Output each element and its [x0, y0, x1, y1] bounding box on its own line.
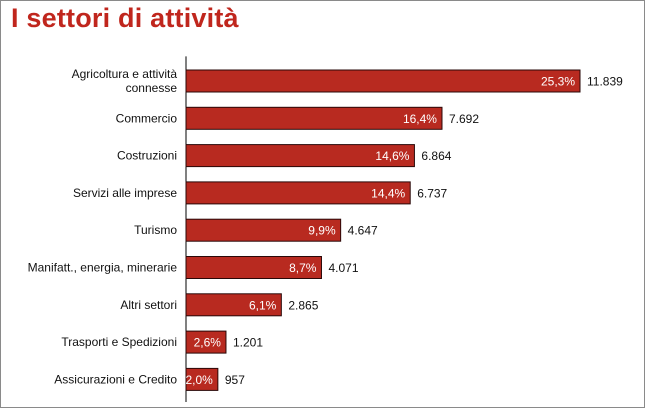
percent-label: 14,4% — [371, 186, 405, 200]
value-label: 2.865 — [288, 298, 318, 312]
percent-label: 9,9% — [308, 224, 336, 238]
category-label-line: Commercio — [116, 111, 178, 125]
bar — [185, 293, 282, 317]
category-label: Trasporti e Spedizioni — [61, 335, 177, 349]
bar — [185, 69, 581, 93]
bar — [185, 330, 227, 354]
category-label-line: Manifatt., energia, minerarie — [28, 261, 178, 275]
value-label: 11.839 — [587, 75, 623, 89]
percent-label: 16,4% — [403, 112, 437, 126]
category-label: Agricoltura e attività connesse — [72, 67, 178, 95]
bar — [185, 218, 342, 242]
value-label: 4.647 — [348, 224, 378, 238]
value-label: 7.692 — [449, 112, 479, 126]
percent-label: 14,6% — [375, 149, 409, 163]
value-label: 4.071 — [328, 261, 358, 275]
percent-label: 2,0% — [185, 373, 213, 387]
category-label: Servizi alle imprese — [73, 186, 177, 200]
percent-label: 25,3% — [541, 75, 575, 89]
percent-label: 6,1% — [249, 298, 277, 312]
bar — [185, 106, 443, 130]
value-label: 6.737 — [417, 186, 447, 200]
category-label-line: connesse — [126, 81, 178, 95]
value-label: 6.864 — [421, 149, 451, 163]
category-label: Commercio — [116, 111, 178, 125]
category-label-line: Altri settori — [120, 298, 177, 312]
category-label-line: Servizi alle imprese — [73, 186, 177, 200]
category-label: Manifatt., energia, minerarie — [28, 261, 178, 275]
category-label: Costruzioni — [117, 149, 177, 163]
category-label: Assicurazioni e Credito — [54, 372, 177, 386]
bar — [185, 181, 411, 205]
percent-label: 2,6% — [194, 336, 222, 350]
bar — [185, 256, 322, 279]
value-label: 957 — [225, 373, 245, 387]
category-label-line: Assicurazioni e Credito — [54, 372, 177, 386]
category-label-line: Turismo — [134, 223, 177, 237]
value-label: 1.201 — [233, 336, 263, 350]
bar — [185, 144, 415, 168]
chart-title: I settori di attività — [11, 3, 239, 33]
category-label-line: Costruzioni — [117, 149, 177, 163]
bar — [185, 367, 219, 391]
category-label-line: Trasporti e Spedizioni — [61, 335, 177, 349]
percent-label: 8,7% — [289, 261, 317, 275]
category-label: Altri settori — [120, 298, 177, 312]
category-label-line: Agricoltura e attività — [72, 67, 178, 81]
category-label: Turismo — [134, 223, 177, 237]
